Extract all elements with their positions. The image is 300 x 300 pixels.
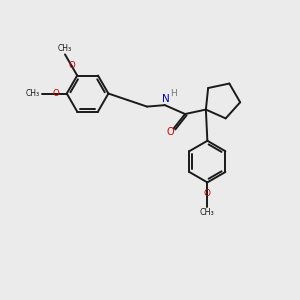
Text: O: O [204, 189, 211, 198]
Text: H: H [170, 89, 177, 98]
Text: CH₃: CH₃ [200, 208, 215, 217]
Text: O: O [167, 127, 174, 137]
Text: N: N [162, 94, 169, 104]
Text: CH₃: CH₃ [58, 44, 72, 53]
Text: O: O [52, 89, 59, 98]
Text: CH₃: CH₃ [26, 89, 40, 98]
Text: O: O [68, 61, 75, 70]
